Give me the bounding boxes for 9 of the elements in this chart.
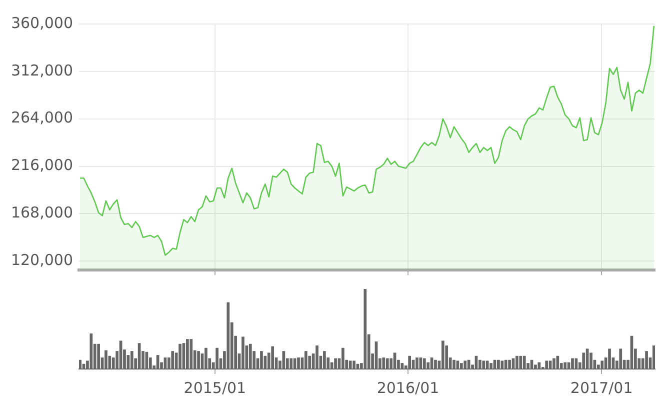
x-tick-label: 2016/01 [376,378,440,397]
y-tick-label: 360,000 [10,14,73,32]
y-tick-label: 264,000 [10,108,73,127]
y-tick-label: 120,000 [10,251,73,269]
y-tick-label: 216,000 [10,156,73,174]
x-tick-label: 2015/01 [184,378,246,397]
x-tick-label: 2017/01 [570,378,633,397]
y-tick-label: 168,000 [10,204,73,222]
y-tick-label: 312,000 [10,61,73,80]
